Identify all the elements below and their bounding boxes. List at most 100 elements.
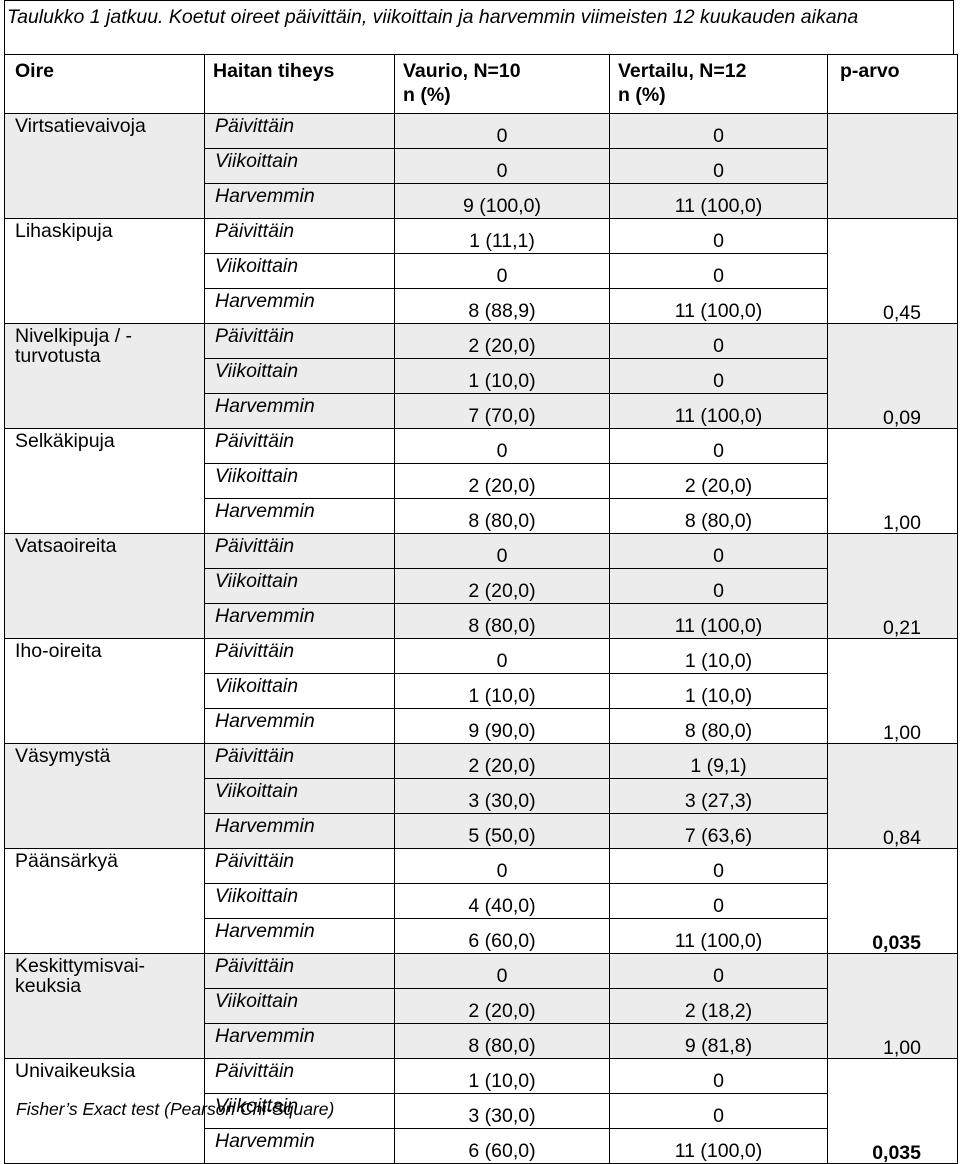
vaurio-cell: 7 (70,0) bbox=[394, 393, 610, 429]
vertailu-cell: 3 (27,3) bbox=[609, 778, 828, 814]
vaurio-cell: 0 bbox=[394, 148, 610, 184]
header-row: Oire Haitan tiheys Vaurio, N=10 n (%) Ver… bbox=[4, 54, 958, 114]
vertailu-cell: 0 bbox=[609, 148, 828, 184]
frequency-cell: Päivittäin bbox=[204, 323, 395, 359]
frequency-cell: Päivittäin bbox=[204, 218, 395, 254]
p-value-cell: 1,00 bbox=[827, 638, 958, 744]
table-row: Viikoittain 0 0 bbox=[5, 253, 958, 289]
vertailu-cell: 0 bbox=[609, 1093, 828, 1129]
vertailu-cell: 7 (63,6) bbox=[609, 813, 828, 849]
table-row: Väsymystä Päivittäin 2 (20,0) 1 (9,1) 0,84 bbox=[4, 743, 958, 849]
vaurio-cell: 0 bbox=[394, 113, 610, 149]
frequency-cell: Päivittäin bbox=[204, 428, 395, 464]
vaurio-cell: 2 (20,0) bbox=[394, 463, 610, 499]
frequency-cell: Harvemmin bbox=[204, 393, 395, 429]
p-value-cell: 0,035 bbox=[827, 1058, 958, 1164]
vaurio-cell: 0 bbox=[394, 253, 610, 289]
frequency-cell: Päivittäin bbox=[204, 1058, 395, 1094]
vaurio-cell: 1 (10,0) bbox=[394, 358, 610, 394]
vaurio-cell: 0 bbox=[394, 638, 610, 674]
header-vertailu-line1: Vertailu, N=12 bbox=[618, 60, 747, 82]
vaurio-cell: 1 (10,0) bbox=[394, 1058, 610, 1094]
table-row: Virtsatievaivoja Päivittäin 0 0 bbox=[4, 113, 958, 219]
frequency-cell: Harvemmin bbox=[204, 1023, 395, 1059]
table-row: Viikoittain 2 (20,0) 2 (20,0) bbox=[5, 463, 958, 499]
frequency-cell: Harvemmin bbox=[204, 708, 395, 744]
table-row: Iho-oireita Päivittäin 0 1 (10,0) 1,00 bbox=[4, 638, 958, 744]
p-value-cell: 0,45 bbox=[827, 218, 958, 324]
vertailu-cell: 1 (9,1) bbox=[609, 743, 828, 779]
vaurio-cell: 8 (80,0) bbox=[394, 498, 610, 534]
table-row: Harvemmin 6 (60,0) 11 (100,0) bbox=[5, 918, 958, 954]
header-tiheys: Haitan tiheys bbox=[204, 54, 395, 114]
header-vaurio: Vaurio, N=10 n (%) bbox=[394, 54, 610, 114]
p-value-cell: 0,035 bbox=[827, 848, 958, 954]
vertailu-cell: 0 bbox=[609, 883, 828, 919]
header-vaurio-line1: Vaurio, N=10 bbox=[403, 60, 521, 82]
vertailu-cell: 1 (10,0) bbox=[609, 638, 828, 674]
p-value-cell: 1,00 bbox=[827, 428, 958, 534]
vaurio-cell: 2 (20,0) bbox=[394, 323, 610, 359]
frequency-cell: Harvemmin bbox=[204, 918, 395, 954]
symptom-name: Selkäkipuja bbox=[4, 428, 205, 534]
vertailu-cell: 9 (81,8) bbox=[609, 1023, 828, 1059]
frequency-cell: Viikoittain bbox=[204, 883, 395, 919]
symptom-table: Oire Haitan tiheys Vaurio, N=10 n (%) Ver… bbox=[4, 54, 958, 1164]
symptom-name: Keskittymisvai-keuksia bbox=[4, 953, 205, 1059]
vaurio-cell: 6 (60,0) bbox=[394, 1128, 610, 1164]
symptom-name: Iho-oireita bbox=[4, 638, 205, 744]
table-row: Harvemmin 9 (90,0) 8 (80,0) bbox=[5, 708, 958, 744]
p-value-cell bbox=[827, 113, 958, 219]
vertailu-cell: 2 (18,2) bbox=[609, 988, 828, 1024]
vertailu-cell: 0 bbox=[609, 428, 828, 464]
table-row: Viikoittain 1 (10,0) 0 bbox=[5, 358, 958, 394]
vaurio-cell: 3 (30,0) bbox=[394, 1093, 610, 1129]
vaurio-cell: 2 (20,0) bbox=[394, 568, 610, 604]
vertailu-cell: 11 (100,0) bbox=[609, 918, 828, 954]
table-row: Keskittymisvai-keuksia Päivittäin 0 0 1,00 bbox=[4, 953, 958, 1059]
vertailu-cell: 0 bbox=[609, 1058, 828, 1094]
vertailu-cell: 11 (100,0) bbox=[609, 288, 828, 324]
table-row: Viikoittain 2 (20,0) 2 (18,2) bbox=[5, 988, 958, 1024]
vaurio-cell: 2 (20,0) bbox=[394, 743, 610, 779]
table-row: Viikoittain 2 (20,0) 0 bbox=[5, 568, 958, 604]
frequency-cell: Päivittäin bbox=[204, 848, 395, 884]
frequency-cell: Päivittäin bbox=[204, 113, 395, 149]
frequency-cell: Viikoittain bbox=[204, 673, 395, 709]
vertailu-cell: 0 bbox=[609, 533, 828, 569]
p-value-cell: 0,09 bbox=[827, 323, 958, 429]
vertailu-cell: 0 bbox=[609, 358, 828, 394]
frequency-cell: Harvemmin bbox=[204, 813, 395, 849]
header-vaurio-line2: n (%) bbox=[403, 84, 451, 106]
vertailu-cell: 0 bbox=[609, 568, 828, 604]
vertailu-cell: 8 (80,0) bbox=[609, 498, 828, 534]
vertailu-cell: 0 bbox=[609, 848, 828, 884]
frequency-cell: Päivittäin bbox=[204, 743, 395, 779]
symptom-name: Lihaskipuja bbox=[4, 218, 205, 324]
frequency-cell: Päivittäin bbox=[204, 533, 395, 569]
table-row: Harvemmin 9 (100,0) 11 (100,0) bbox=[5, 183, 958, 219]
vertailu-cell: 0 bbox=[609, 113, 828, 149]
table-row: Viikoittain 0 0 bbox=[5, 148, 958, 184]
header-oire: Oire bbox=[4, 54, 205, 114]
vaurio-cell: 5 (50,0) bbox=[394, 813, 610, 849]
frequency-cell: Päivittäin bbox=[204, 953, 395, 989]
vertailu-cell: 11 (100,0) bbox=[609, 393, 828, 429]
table-row: Vatsaoireita Päivittäin 0 0 0,21 bbox=[4, 533, 958, 639]
table-row: Lihaskipuja Päivittäin 1 (11,1) 0 0,45 bbox=[4, 218, 958, 324]
frequency-cell: Viikoittain bbox=[204, 463, 395, 499]
symptom-name: Virtsatievaivoja bbox=[4, 113, 205, 219]
table-row: Viikoittain 1 (10,0) 1 (10,0) bbox=[5, 673, 958, 709]
vertailu-cell: 0 bbox=[609, 323, 828, 359]
frequency-cell: Päivittäin bbox=[204, 638, 395, 674]
symptom-name: Vatsaoireita bbox=[4, 533, 205, 639]
frequency-cell: Harvemmin bbox=[204, 498, 395, 534]
vertailu-cell: 1 (10,0) bbox=[609, 673, 828, 709]
vaurio-cell: 0 bbox=[394, 953, 610, 989]
table-row: Harvemmin 8 (80,0) 8 (80,0) bbox=[5, 498, 958, 534]
frequency-cell: Viikoittain bbox=[204, 568, 395, 604]
table-caption: Taulukko 1 jatkuu. Koetut oireet päivitt… bbox=[4, 0, 954, 54]
vaurio-cell: 4 (40,0) bbox=[394, 883, 610, 919]
table-row: Selkäkipuja Päivittäin 0 0 1,00 bbox=[4, 428, 958, 534]
frequency-cell: Viikoittain bbox=[204, 358, 395, 394]
